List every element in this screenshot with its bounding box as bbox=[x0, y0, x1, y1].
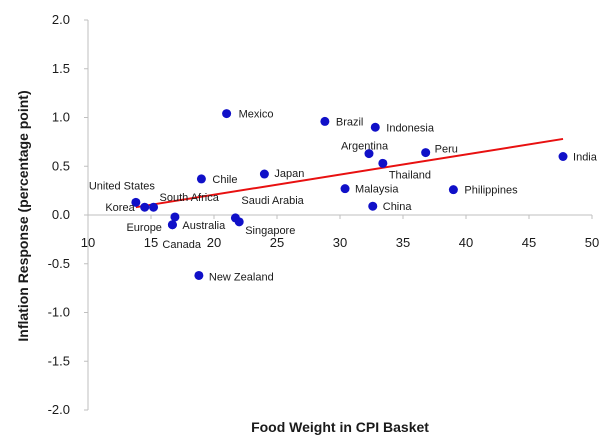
y-tick-label: -2.0 bbox=[48, 402, 70, 417]
y-tick-label: -1.0 bbox=[48, 305, 70, 320]
label-australia: Australia bbox=[182, 220, 226, 232]
label-europe: Europe bbox=[126, 222, 161, 234]
x-tick-label: 45 bbox=[522, 235, 536, 250]
label-indonesia: Indonesia bbox=[386, 122, 435, 134]
label-argentina: Argentina bbox=[341, 141, 389, 153]
x-tick-label: 50 bbox=[585, 235, 599, 250]
label-brazil: Brazil bbox=[336, 116, 364, 128]
point-canada bbox=[167, 220, 177, 230]
point-singapore bbox=[234, 217, 244, 227]
label-singapore: Singapore bbox=[245, 225, 295, 237]
y-tick-label: 2.0 bbox=[52, 12, 70, 27]
label-india: India bbox=[573, 152, 598, 164]
point-europe bbox=[170, 212, 180, 222]
point-philippines bbox=[448, 185, 458, 195]
label-china: China bbox=[383, 201, 413, 213]
label-philippines: Philippines bbox=[464, 185, 518, 197]
point-south-africa bbox=[149, 202, 159, 212]
x-tick-label: 35 bbox=[396, 235, 410, 250]
x-tick-labels: 10 15 20 25 30 35 40 45 50 bbox=[81, 235, 599, 250]
label-malaysia: Malaysia bbox=[355, 184, 399, 196]
data-points bbox=[131, 109, 568, 280]
y-axis-title: Inflation Response (percentage point) bbox=[15, 90, 31, 341]
point-china bbox=[368, 201, 378, 211]
point-indonesia bbox=[370, 122, 380, 132]
x-tick-label: 10 bbox=[81, 235, 95, 250]
label-thailand: Thailand bbox=[389, 169, 431, 181]
y-tick-label: -1.5 bbox=[48, 353, 70, 368]
y-tick-label: 1.5 bbox=[52, 61, 70, 76]
x-tick-label: 40 bbox=[459, 235, 473, 250]
axes bbox=[84, 19, 593, 411]
point-new-zealand bbox=[194, 270, 204, 280]
x-tick-label: 30 bbox=[333, 235, 347, 250]
point-thailand bbox=[378, 158, 388, 168]
point-peru bbox=[421, 148, 431, 158]
y-tick-label: 0.0 bbox=[52, 207, 70, 222]
x-tick-label: 20 bbox=[207, 235, 221, 250]
trendline bbox=[135, 137, 564, 209]
point-japan bbox=[259, 169, 269, 179]
point-brazil bbox=[320, 116, 330, 126]
point-malaysia bbox=[340, 184, 350, 194]
label-peru: Peru bbox=[435, 144, 458, 156]
x-axis-title: Food Weight in CPI Basket bbox=[251, 419, 429, 435]
point-korea bbox=[140, 202, 150, 212]
point-united-states bbox=[131, 197, 141, 207]
y-tick-labels: 2.0 1.5 1.0 0.5 0.0 -0.5 -1.0 -1.5 -2.0 bbox=[48, 12, 70, 417]
label-new-zealand: New Zealand bbox=[209, 271, 274, 283]
label-korea: Korea bbox=[105, 202, 135, 214]
y-tick-label: 0.5 bbox=[52, 158, 70, 173]
trendline-group bbox=[135, 137, 564, 209]
point-mexico bbox=[222, 109, 232, 119]
point-argentina bbox=[364, 149, 374, 159]
label-chile: Chile bbox=[212, 174, 237, 186]
point-labels: Mexico Brazil Indonesia Argentina Peru Thaila… bbox=[89, 109, 598, 284]
point-india bbox=[558, 152, 568, 161]
y-tick-label: -0.5 bbox=[48, 256, 70, 271]
label-saudi-arabia: Saudi Arabia bbox=[241, 195, 304, 207]
label-south-africa: South Africa bbox=[160, 192, 220, 204]
y-tick-label: 1.0 bbox=[52, 110, 70, 125]
label-united-states: United States bbox=[89, 180, 156, 192]
point-chile bbox=[196, 174, 206, 184]
x-tick-label: 15 bbox=[144, 235, 158, 250]
x-tick-label: 25 bbox=[270, 235, 284, 250]
label-canada: Canada bbox=[162, 239, 201, 251]
label-mexico: Mexico bbox=[239, 109, 274, 121]
label-japan: Japan bbox=[274, 168, 304, 180]
